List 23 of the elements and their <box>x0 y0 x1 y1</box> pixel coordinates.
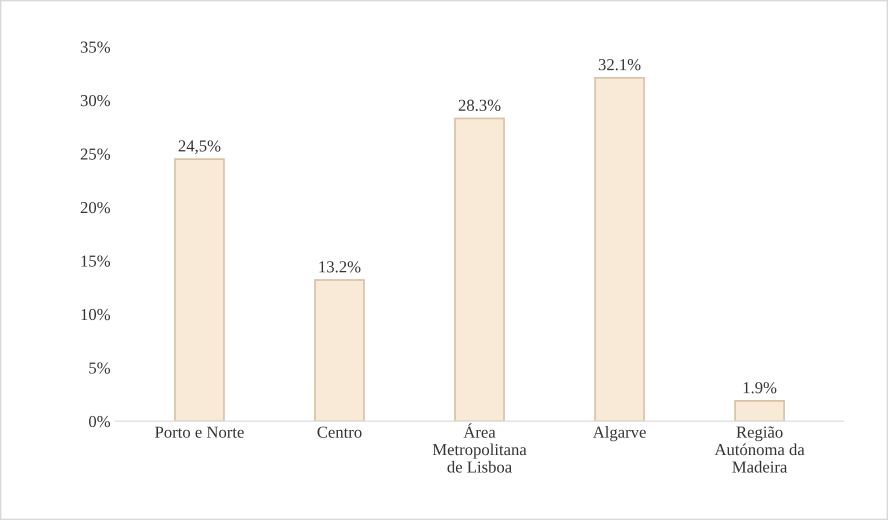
x-tick-label: Centro <box>317 426 362 438</box>
bar <box>174 158 225 422</box>
y-tick-label: 30% <box>80 94 110 106</box>
data-label: 32.1% <box>598 59 641 70</box>
data-label: 13.2% <box>319 261 360 273</box>
bar <box>454 118 505 422</box>
bar <box>594 76 645 422</box>
bar <box>734 400 785 422</box>
y-tick-label: 0% <box>89 416 110 428</box>
y-tick-label: 20% <box>80 202 110 214</box>
data-label: 24,5% <box>178 140 220 154</box>
x-tick-label: Algarve <box>592 426 646 442</box>
y-tick-label: 35% <box>80 42 110 53</box>
data-label: 1.9% <box>744 382 776 394</box>
y-tick-label: 10% <box>81 308 110 320</box>
bar <box>314 279 365 422</box>
x-tick-label: Porto e Norte <box>155 426 244 438</box>
y-tick-label: 5% <box>89 362 110 374</box>
y-tick-label: 15% <box>81 255 110 267</box>
y-tick-label: 25% <box>80 148 110 160</box>
data-label: 28.3% <box>458 100 500 111</box>
x-tick-label: Área Metropolitana de Lisboa <box>432 423 526 473</box>
x-tick-label: Região Autónoma da Madeira <box>714 426 804 473</box>
